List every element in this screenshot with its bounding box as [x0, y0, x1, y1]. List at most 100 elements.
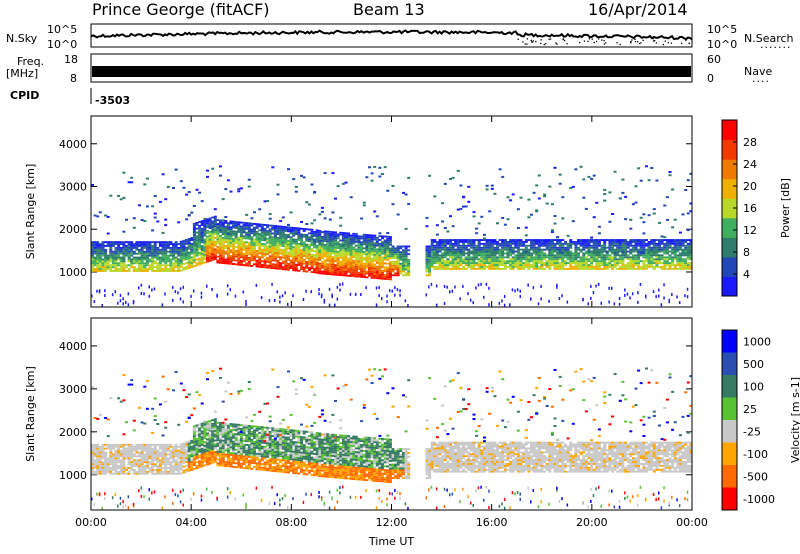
nsearch-dot — [634, 38, 636, 40]
velocity-clutter — [172, 488, 174, 492]
power-sparse — [195, 188, 199, 191]
velocity-cell — [250, 462, 254, 464]
power-cell — [294, 269, 298, 272]
velocity-cell — [258, 466, 262, 469]
velocity-cell — [185, 459, 189, 461]
velocity-cell — [266, 448, 270, 450]
power-cell — [336, 262, 340, 265]
power-cell — [349, 242, 353, 245]
power-cell — [336, 254, 340, 257]
power-cell — [297, 239, 301, 241]
power-cell — [297, 242, 301, 245]
power-cell — [305, 270, 309, 273]
velocity-cell — [250, 450, 254, 453]
power-cell — [117, 270, 121, 272]
power-cell — [98, 243, 102, 245]
power-cell — [117, 258, 121, 261]
power-cell — [130, 266, 134, 269]
velocity-cell — [229, 446, 233, 449]
power-cell — [221, 227, 225, 230]
velocity-cell — [362, 477, 366, 479]
velocity-cell — [292, 454, 296, 457]
power-cell — [122, 268, 126, 270]
velocity-cell — [91, 469, 94, 471]
velocity-cell — [101, 463, 105, 466]
power-cell — [394, 274, 398, 277]
power-cell — [182, 255, 186, 258]
power-cell — [266, 260, 270, 263]
power-sparse — [396, 213, 400, 216]
power-cell — [245, 262, 249, 265]
velocity-cell — [323, 469, 327, 472]
velocity-cell — [297, 447, 301, 450]
power-cell — [239, 244, 243, 247]
velocity-cell — [320, 442, 324, 445]
power-cell — [302, 251, 306, 253]
power-cell — [242, 264, 246, 267]
velocity-cell — [177, 451, 181, 454]
velocity-cell — [284, 455, 288, 458]
velocity-cell — [239, 441, 243, 444]
power-cell — [263, 262, 267, 265]
power-cell — [294, 265, 298, 268]
power-cell — [106, 266, 110, 269]
power-cell — [375, 256, 379, 258]
power-cell — [169, 268, 173, 270]
velocity-cell — [365, 436, 369, 439]
power-cell — [334, 273, 337, 276]
power-cell — [315, 258, 319, 261]
power-cell — [370, 240, 374, 243]
velocity-cell — [211, 426, 215, 429]
power-cell — [119, 264, 123, 267]
power-cell — [216, 251, 220, 254]
power-sparse — [130, 176, 134, 179]
nsearch-dot — [593, 41, 595, 44]
power-cell — [362, 270, 366, 273]
velocity-cell — [396, 465, 400, 468]
velocity-cell — [187, 458, 191, 460]
power-sparse — [145, 205, 149, 208]
velocity-cell — [378, 437, 382, 440]
velocity-cell — [383, 469, 387, 472]
velocity-cell — [156, 459, 160, 462]
velocity-cell — [365, 459, 369, 462]
power-cell — [349, 261, 353, 264]
power-cell — [132, 256, 136, 259]
velocity-cell — [260, 426, 264, 429]
velocity-cell — [208, 429, 212, 432]
velocity-cell — [158, 463, 162, 466]
power-cell — [140, 264, 144, 267]
velocity-cell — [229, 463, 233, 466]
power-cell — [341, 241, 345, 244]
power-cell — [375, 250, 379, 253]
power-cell — [93, 258, 97, 261]
power-cell — [336, 250, 340, 253]
velocity-cell — [331, 464, 335, 467]
velocity-cell — [211, 444, 215, 447]
velocity-cell — [344, 434, 348, 437]
velocity-cell — [200, 444, 204, 446]
velocity-cell — [96, 455, 100, 458]
power-sparse — [391, 185, 395, 187]
velocity-cell — [208, 443, 212, 446]
power-cell — [320, 270, 324, 273]
velocity-cell — [399, 455, 403, 458]
velocity-cell — [368, 473, 371, 476]
velocity-cell — [135, 455, 139, 458]
power-cell — [258, 225, 262, 228]
power-sparse — [164, 198, 168, 201]
power-cell — [200, 235, 204, 238]
power-cell — [172, 266, 175, 269]
velocity-cell — [169, 461, 173, 464]
power-cell — [187, 263, 191, 265]
power-cell — [271, 242, 275, 244]
velocity-cell — [151, 470, 155, 473]
power-cell — [138, 256, 141, 259]
power-cell — [200, 229, 204, 232]
velocity-cell — [276, 464, 280, 467]
power-cell — [381, 260, 384, 263]
power-cell — [192, 236, 196, 239]
power-cell — [104, 254, 108, 257]
velocity-cell — [297, 461, 301, 463]
power-cell — [96, 243, 100, 245]
